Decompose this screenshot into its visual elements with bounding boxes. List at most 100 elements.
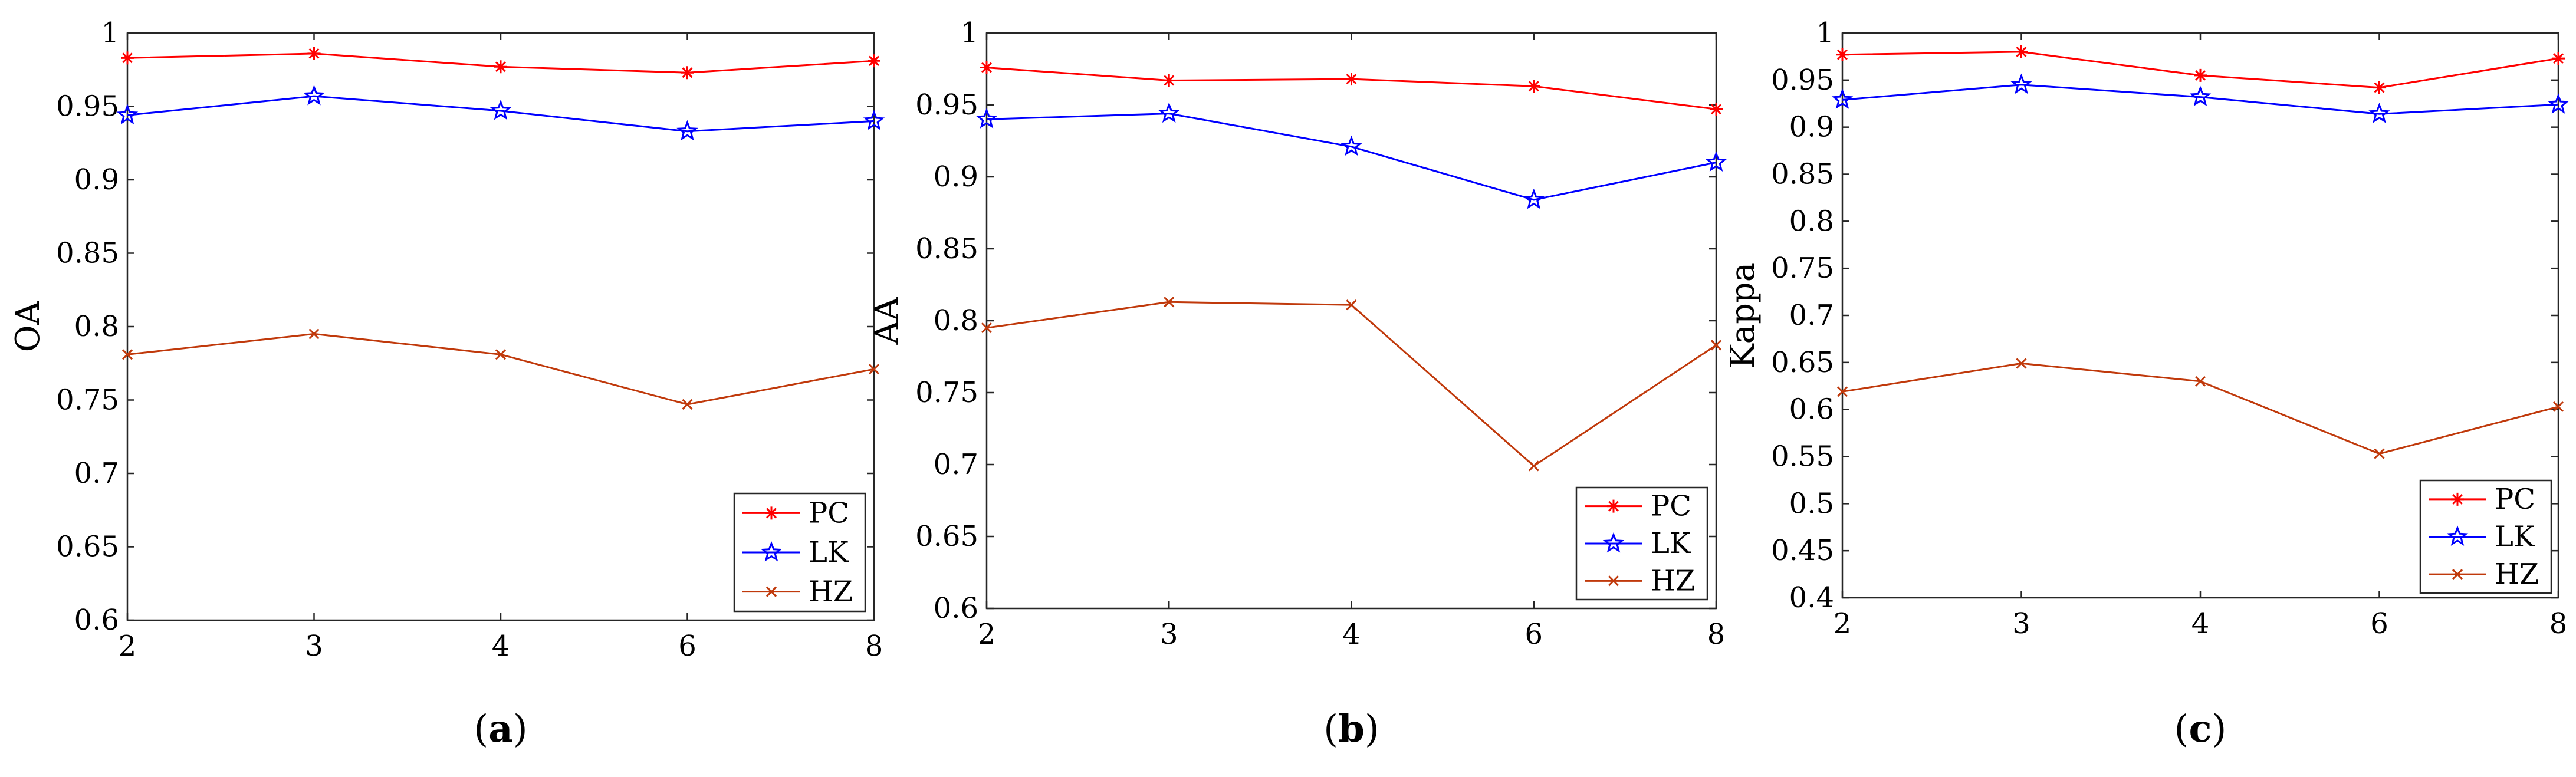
star-marker bbox=[1523, 188, 1545, 209]
star-marker bbox=[1602, 532, 1625, 553]
star-marker bbox=[2368, 103, 2390, 123]
y-tick-label: 0.85 bbox=[56, 237, 119, 270]
series-markers-hz bbox=[981, 297, 1722, 472]
asterisk-marker bbox=[494, 60, 507, 74]
y-tick-label: 0.75 bbox=[915, 376, 978, 409]
y-tick-label: 0.9 bbox=[1789, 111, 1834, 144]
legend-label-lk: LK bbox=[1651, 527, 1691, 560]
x-tick-label: 6 bbox=[678, 630, 696, 663]
x-tick-label: 2 bbox=[978, 618, 996, 651]
star-marker bbox=[2010, 73, 2032, 94]
star-marker bbox=[1705, 151, 1727, 172]
cross-marker bbox=[2452, 569, 2463, 580]
legend-label-hz: HZ bbox=[1651, 564, 1695, 597]
asterisk-marker bbox=[980, 61, 993, 74]
x-tick-label: 8 bbox=[1707, 618, 1726, 651]
y-tick-label: 0.75 bbox=[56, 384, 119, 417]
asterisk-marker bbox=[1710, 103, 1723, 116]
y-tick-label: 0.7 bbox=[1789, 299, 1834, 332]
chart-panel-b: 0.6 0.65 0.7 0.75 0.8 0.85 0.9 0.95 1 2 3 4 6 8 AA PC LK… bbox=[868, 17, 1727, 751]
cross-marker bbox=[765, 586, 777, 597]
star-marker bbox=[1340, 135, 1362, 156]
legend-label-hz: HZ bbox=[809, 575, 853, 608]
legend-label-pc: PC bbox=[2495, 483, 2535, 516]
cross-marker bbox=[495, 349, 507, 360]
cross-marker bbox=[2374, 448, 2385, 459]
x-tick-label: 6 bbox=[2370, 607, 2388, 640]
y-tick-label: 1 bbox=[960, 17, 978, 50]
y-tick-label: 0.7 bbox=[74, 457, 119, 490]
panel-label-letter: c bbox=[2189, 707, 2212, 751]
x-tick-label: 3 bbox=[2012, 607, 2030, 640]
series-markers-pc bbox=[1836, 45, 2565, 94]
series-line-hz bbox=[1842, 362, 2559, 455]
cross-marker bbox=[1836, 386, 1848, 397]
panel-label-letter: b bbox=[1338, 707, 1365, 751]
x-tick-label: 2 bbox=[1834, 607, 1852, 640]
asterisk-marker bbox=[1527, 80, 1540, 93]
panel-label: (a) bbox=[474, 707, 527, 751]
asterisk-marker bbox=[1345, 73, 1358, 86]
panel-label: (c) bbox=[2174, 707, 2227, 751]
cross-marker bbox=[1710, 340, 1722, 351]
asterisk-marker bbox=[307, 47, 321, 60]
cross-marker bbox=[682, 399, 693, 410]
y-tick-label: 0.65 bbox=[1771, 346, 1834, 379]
asterisk-marker bbox=[2015, 45, 2028, 58]
asterisk-marker bbox=[1162, 74, 1176, 87]
y-tick-label: 1 bbox=[101, 17, 119, 50]
y-tick-label: 0.9 bbox=[74, 163, 119, 196]
cross-marker bbox=[1608, 575, 1619, 587]
star-marker bbox=[863, 110, 885, 130]
y-axis-label: OA bbox=[9, 301, 47, 352]
legend: PC LK HZ bbox=[2419, 479, 2552, 594]
cross-marker bbox=[1528, 460, 1539, 472]
y-tick-label: 0.85 bbox=[915, 232, 978, 265]
panel-label-open: ( bbox=[474, 707, 488, 751]
x-tick-label: 8 bbox=[865, 630, 883, 663]
panel-label-close: ) bbox=[513, 707, 528, 751]
series-markers-lk bbox=[116, 84, 885, 141]
star-marker bbox=[1158, 102, 1180, 123]
x-tick-label: 2 bbox=[119, 630, 137, 663]
series-markers-hz bbox=[121, 328, 880, 410]
series-markers-lk bbox=[1831, 73, 2570, 123]
y-tick-label: 0.45 bbox=[1771, 534, 1834, 567]
y-tick-label: 1 bbox=[1816, 17, 1834, 50]
star-marker bbox=[2189, 85, 2212, 107]
asterisk-marker bbox=[681, 66, 694, 80]
y-tick-label: 0.4 bbox=[1789, 581, 1834, 614]
series-line-hz bbox=[127, 332, 875, 406]
series-line-lk bbox=[127, 95, 875, 133]
asterisk-marker bbox=[868, 54, 880, 68]
y-tick-label: 0.6 bbox=[74, 604, 119, 637]
y-tick-label: 0.8 bbox=[1789, 205, 1834, 238]
y-tick-label: 0.6 bbox=[1789, 393, 1834, 426]
panel-label-letter: a bbox=[488, 707, 512, 751]
y-axis-label: AA bbox=[868, 297, 906, 345]
cross-marker bbox=[1164, 297, 1175, 308]
y-tick-label: 0.7 bbox=[934, 448, 978, 481]
series-markers-pc bbox=[980, 61, 1723, 116]
asterisk-marker bbox=[121, 51, 134, 65]
legend-label-lk: LK bbox=[2495, 521, 2535, 554]
y-tick-label: 0.65 bbox=[56, 531, 119, 564]
x-tick-label: 6 bbox=[1524, 618, 1543, 651]
x-tick-label: 8 bbox=[2549, 607, 2568, 640]
panel-label-close: ) bbox=[2212, 707, 2226, 751]
series-markers-hz bbox=[1836, 358, 2564, 459]
chart-panel-c: 0.4 0.45 0.5 0.55 0.6 0.65 0.7 0.75 0.8 0.85 0.9 0.… bbox=[1724, 17, 2570, 751]
y-tick-label: 0.85 bbox=[1771, 158, 1834, 191]
series-line-lk bbox=[986, 113, 1717, 201]
series-line-hz bbox=[986, 301, 1717, 467]
star-marker bbox=[489, 99, 512, 120]
asterisk-marker bbox=[2552, 52, 2565, 65]
y-tick-label: 0.95 bbox=[915, 88, 978, 121]
cross-marker bbox=[1346, 299, 1357, 311]
series-markers-pc bbox=[121, 47, 880, 80]
star-marker bbox=[2446, 525, 2469, 546]
series-line-lk bbox=[1842, 84, 2559, 115]
star-marker bbox=[116, 104, 139, 124]
cross-marker bbox=[2194, 376, 2206, 387]
legend: PC LK HZ bbox=[733, 492, 866, 613]
